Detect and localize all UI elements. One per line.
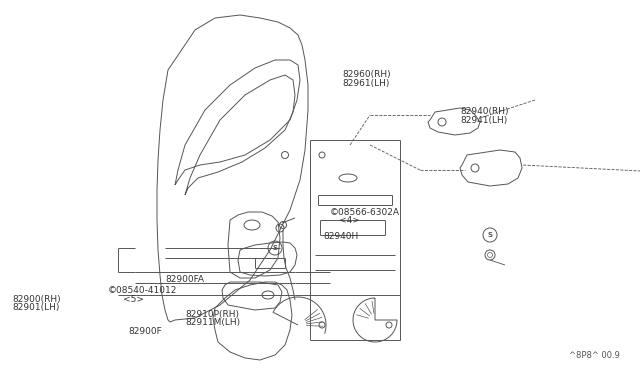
Text: 82940(RH): 82940(RH) <box>461 107 509 116</box>
Text: 82940H: 82940H <box>323 232 358 241</box>
Text: 82911M(LH): 82911M(LH) <box>186 318 241 327</box>
Text: 82910P(RH): 82910P(RH) <box>186 310 239 319</box>
Text: 82900FA: 82900FA <box>165 275 204 284</box>
Text: 82901(LH): 82901(LH) <box>13 303 60 312</box>
Text: 82960(RH): 82960(RH) <box>342 70 391 79</box>
Text: 82961(LH): 82961(LH) <box>342 79 390 88</box>
Text: 82941(LH): 82941(LH) <box>461 116 508 125</box>
Circle shape <box>483 228 497 242</box>
Circle shape <box>268 241 282 255</box>
Text: 82900(RH): 82900(RH) <box>13 295 61 304</box>
Text: 82900F: 82900F <box>128 327 162 336</box>
Text: ^8P8^ 00.9: ^8P8^ 00.9 <box>569 351 620 360</box>
Text: S: S <box>488 232 493 238</box>
Text: ©08540-41012: ©08540-41012 <box>108 286 177 295</box>
Text: <4>: <4> <box>339 216 360 225</box>
Text: S: S <box>273 245 278 251</box>
Text: ©08566-6302A: ©08566-6302A <box>330 208 399 217</box>
Text: <5>: <5> <box>123 295 144 304</box>
